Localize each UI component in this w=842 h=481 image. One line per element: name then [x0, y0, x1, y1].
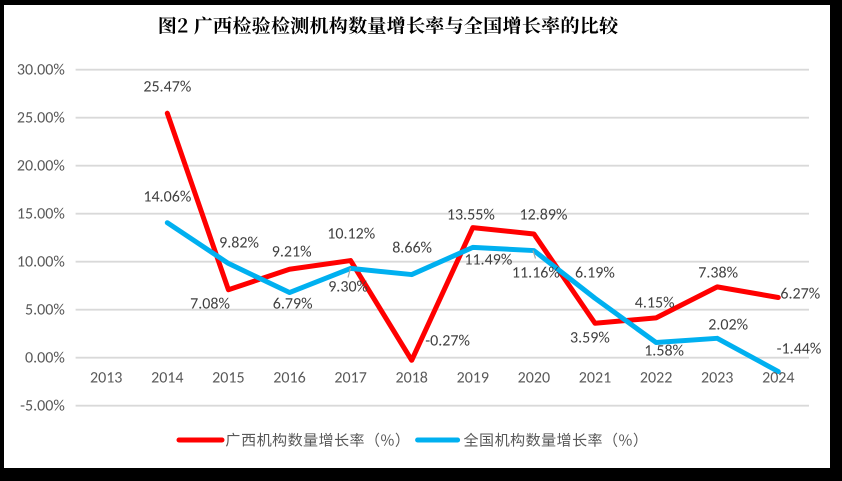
- data-label: 10.12%: [327, 224, 376, 244]
- x-axis-label: 2016: [273, 368, 306, 388]
- data-label: 9.82%: [219, 233, 259, 253]
- x-axis-label: 2017: [334, 368, 367, 388]
- x-axis-label: 2019: [456, 368, 490, 388]
- series-lines-group: [164, 110, 781, 375]
- data-label: 4.15%: [634, 293, 675, 313]
- data-label: 7.08%: [190, 294, 230, 314]
- y-axis-tick-label: 0.00%: [24, 348, 65, 368]
- data-label: 7.38%: [698, 263, 739, 283]
- data-label-leader-line: [532, 250, 537, 259]
- data-label: 12.89%: [519, 205, 568, 225]
- data-label: 2.02%: [708, 315, 749, 335]
- x-axis-label: 2021: [578, 368, 612, 388]
- data-label: 13.55%: [446, 205, 495, 225]
- data-label: 8.66%: [392, 238, 432, 258]
- data-label: 11.49%: [464, 250, 513, 270]
- x-axis-label: 2020: [517, 368, 551, 388]
- data-label: 25.47%: [143, 77, 192, 97]
- data-label: 14.06%: [143, 187, 192, 207]
- y-axis-tick-label: 30.00%: [16, 60, 65, 80]
- y-axis-tick-label: 25.00%: [16, 108, 65, 128]
- data-label: 6.19%: [574, 263, 615, 283]
- data-label: -0.27%: [425, 331, 470, 351]
- data-label-leader-line: [347, 267, 352, 278]
- x-axis-label: 2014: [151, 368, 184, 388]
- data-label: 3.59%: [569, 328, 610, 348]
- data-label: 6.79%: [272, 294, 313, 314]
- data-label: 9.30%: [328, 277, 368, 297]
- x-axis-label: 2022: [639, 368, 673, 388]
- data-label: 9.21%: [271, 242, 312, 262]
- y-axis-tick-label: 5.00%: [24, 300, 65, 320]
- y-axis-tick-label: 10.00%: [16, 252, 65, 272]
- chart-title: 图2 广西检验检测机构数量增长率与全国增长率的比较: [157, 11, 619, 39]
- x-axis-label: 2015: [212, 368, 245, 388]
- gridlines-group: [75, 68, 809, 407]
- leader-lines-group: [347, 250, 537, 278]
- y-axis-tick-label: -5.00%: [20, 396, 65, 416]
- y-axis-tick-label: 15.00%: [16, 204, 65, 224]
- data-label: -1.44%: [776, 339, 822, 359]
- chart-background: [4, 5, 830, 468]
- x-axis-label: 2023: [700, 368, 734, 388]
- x-axis-label: 2018: [395, 368, 428, 388]
- data-label: 6.27%: [780, 284, 821, 304]
- series-line-guangxi: [164, 110, 781, 363]
- x-axis-label: 2013: [89, 368, 123, 388]
- series-line-national: [164, 220, 781, 375]
- x-axis-label: 2024: [762, 368, 795, 388]
- data-label: 11.16%: [511, 263, 560, 283]
- legend-label-national: 全国机构数量增长率（%）: [463, 429, 649, 451]
- y-axis-tick-label: 20.00%: [16, 156, 65, 176]
- data-label: 1.58%: [644, 341, 684, 361]
- legend-label-guangxi: 广西机构数量增长率（%）: [225, 429, 411, 451]
